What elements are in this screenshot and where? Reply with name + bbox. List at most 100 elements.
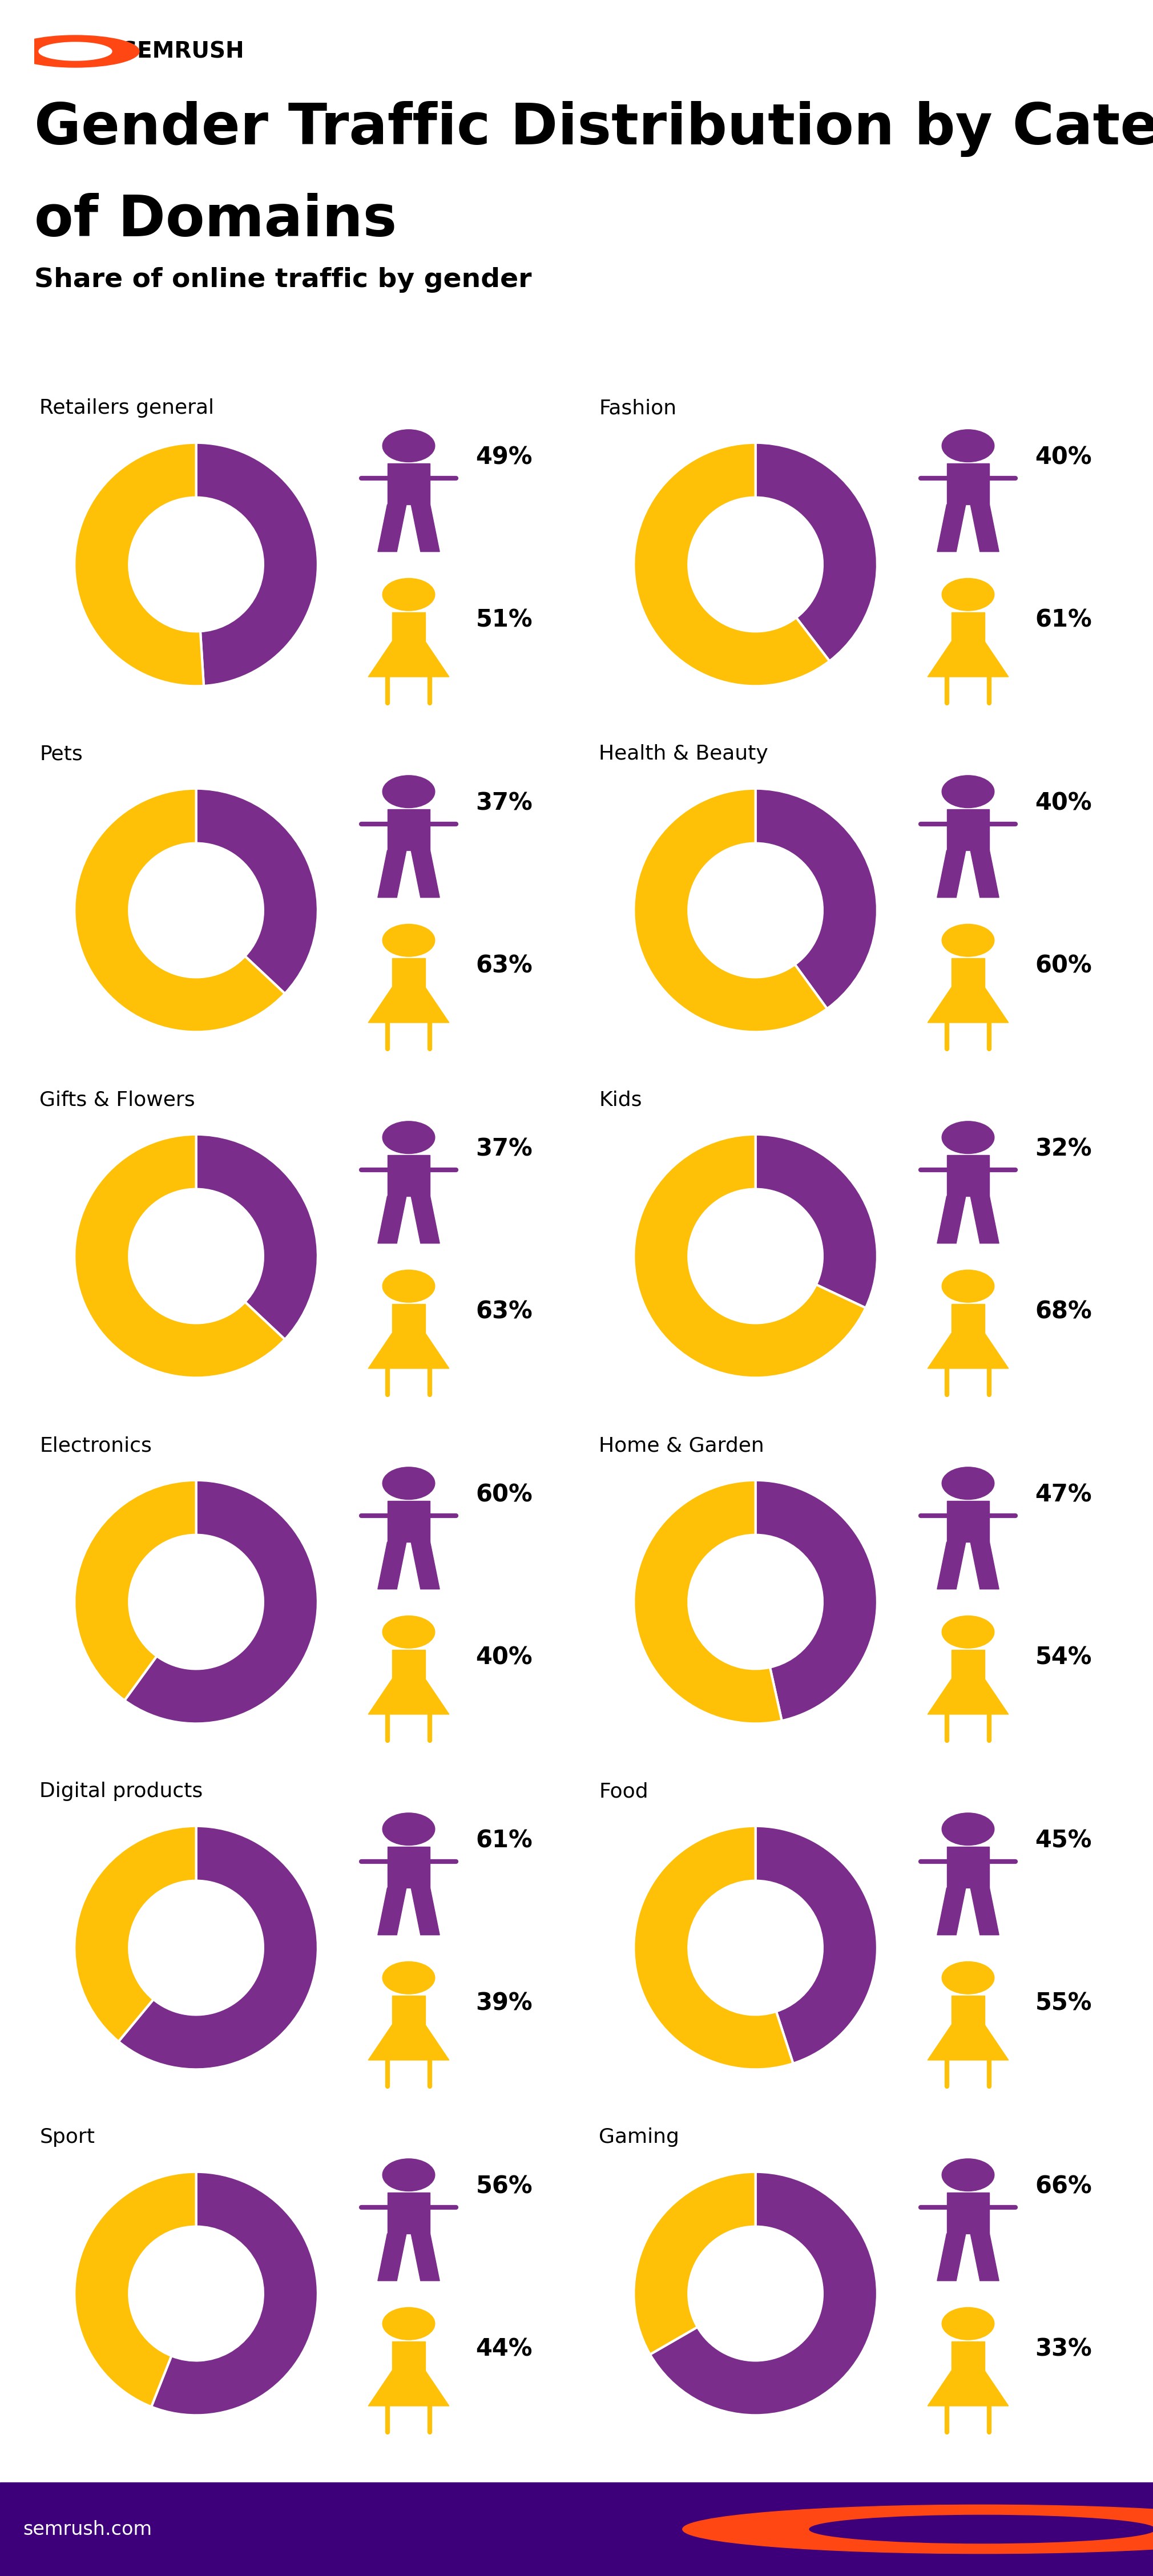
Circle shape xyxy=(942,1963,994,1994)
Polygon shape xyxy=(937,850,966,896)
Polygon shape xyxy=(928,641,1009,677)
Text: 44%: 44% xyxy=(476,2336,533,2360)
Circle shape xyxy=(942,430,994,461)
Text: SEMRUSH: SEMRUSH xyxy=(121,41,244,62)
Circle shape xyxy=(383,2159,435,2192)
Circle shape xyxy=(383,775,435,809)
Circle shape xyxy=(383,925,435,956)
Text: Gifts & Flowers: Gifts & Flowers xyxy=(39,1090,195,1110)
Polygon shape xyxy=(951,1649,985,1680)
Polygon shape xyxy=(928,1334,1009,1368)
Polygon shape xyxy=(368,2025,450,2061)
Circle shape xyxy=(383,430,435,461)
Polygon shape xyxy=(387,1154,430,1195)
Text: semrush.com: semrush.com xyxy=(23,2519,152,2537)
Circle shape xyxy=(383,2308,435,2339)
Text: Food: Food xyxy=(598,1783,648,1801)
Polygon shape xyxy=(378,850,406,896)
Polygon shape xyxy=(387,2192,430,2233)
Text: 47%: 47% xyxy=(1035,1484,1092,1507)
Polygon shape xyxy=(947,464,989,505)
Polygon shape xyxy=(387,809,430,850)
Polygon shape xyxy=(971,850,998,896)
Text: 61%: 61% xyxy=(1035,608,1092,631)
Polygon shape xyxy=(392,1996,425,2025)
Text: Share of online traffic by gender: Share of online traffic by gender xyxy=(35,268,532,294)
Text: Home & Garden: Home & Garden xyxy=(598,1435,764,1455)
Circle shape xyxy=(383,1468,435,1499)
Text: 37%: 37% xyxy=(476,791,533,814)
Circle shape xyxy=(942,1121,994,1154)
Text: 39%: 39% xyxy=(476,1991,533,2014)
Polygon shape xyxy=(392,1303,425,1334)
Polygon shape xyxy=(937,505,966,551)
Text: 61%: 61% xyxy=(476,1829,533,1852)
Circle shape xyxy=(383,1270,435,1303)
Polygon shape xyxy=(412,850,439,896)
Polygon shape xyxy=(368,1680,450,1713)
Circle shape xyxy=(383,1814,435,1844)
Text: Gender Traffic Distribution by Categories: Gender Traffic Distribution by Categorie… xyxy=(35,100,1153,157)
Circle shape xyxy=(809,2514,1153,2543)
Text: Gaming: Gaming xyxy=(598,2128,679,2146)
Circle shape xyxy=(12,36,140,67)
Polygon shape xyxy=(412,1543,439,1589)
Text: 40%: 40% xyxy=(1035,791,1092,814)
Text: 45%: 45% xyxy=(1035,1829,1092,1852)
Text: Pets: Pets xyxy=(39,744,83,762)
Text: 68%: 68% xyxy=(1035,1298,1092,1324)
Text: 66%: 66% xyxy=(1035,2174,1092,2197)
Text: Health & Beauty: Health & Beauty xyxy=(598,744,768,762)
Polygon shape xyxy=(368,987,450,1023)
Polygon shape xyxy=(951,613,985,641)
Text: SEMRUSH: SEMRUSH xyxy=(1015,2519,1121,2537)
Circle shape xyxy=(942,580,994,611)
Text: 49%: 49% xyxy=(476,446,533,469)
Polygon shape xyxy=(971,505,998,551)
Text: 40%: 40% xyxy=(476,1646,533,1669)
Text: 54%: 54% xyxy=(1035,1646,1092,1669)
Polygon shape xyxy=(368,2370,450,2406)
Polygon shape xyxy=(378,1195,406,1244)
Polygon shape xyxy=(412,1195,439,1244)
Polygon shape xyxy=(951,1303,985,1334)
Polygon shape xyxy=(378,2233,406,2280)
Polygon shape xyxy=(392,958,425,987)
Text: 60%: 60% xyxy=(1035,953,1092,976)
Polygon shape xyxy=(971,1543,998,1589)
Circle shape xyxy=(383,580,435,611)
Circle shape xyxy=(683,2504,1153,2553)
Polygon shape xyxy=(951,2342,985,2370)
Polygon shape xyxy=(951,1996,985,2025)
Circle shape xyxy=(942,1468,994,1499)
Text: Fashion: Fashion xyxy=(598,399,677,417)
Polygon shape xyxy=(392,613,425,641)
Text: Electronics: Electronics xyxy=(39,1435,152,1455)
Polygon shape xyxy=(937,1543,966,1589)
Polygon shape xyxy=(928,987,1009,1023)
Polygon shape xyxy=(971,1195,998,1244)
Polygon shape xyxy=(378,1543,406,1589)
Polygon shape xyxy=(928,1680,1009,1713)
Circle shape xyxy=(39,41,112,59)
Polygon shape xyxy=(947,1154,989,1195)
Polygon shape xyxy=(937,2233,966,2280)
Polygon shape xyxy=(947,1847,989,1888)
Text: Digital products: Digital products xyxy=(39,1783,203,1801)
Polygon shape xyxy=(937,1888,966,1935)
Text: 55%: 55% xyxy=(1035,1991,1092,2014)
Text: 56%: 56% xyxy=(476,2174,533,2197)
Text: 33%: 33% xyxy=(1035,2336,1092,2360)
Polygon shape xyxy=(412,1888,439,1935)
Polygon shape xyxy=(387,1502,430,1543)
Polygon shape xyxy=(378,505,406,551)
Text: 51%: 51% xyxy=(476,608,533,631)
Polygon shape xyxy=(928,2370,1009,2406)
Polygon shape xyxy=(947,809,989,850)
Circle shape xyxy=(942,1814,994,1844)
Circle shape xyxy=(383,1963,435,1994)
Text: Retailers general: Retailers general xyxy=(39,399,214,417)
Polygon shape xyxy=(928,2025,1009,2061)
Text: 40%: 40% xyxy=(1035,446,1092,469)
Circle shape xyxy=(383,1615,435,1649)
